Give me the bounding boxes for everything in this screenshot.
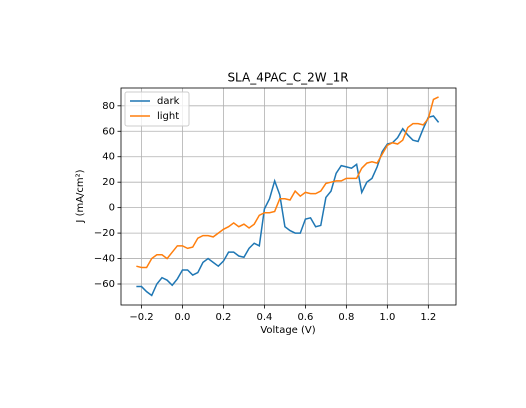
x-tick-label: 0.0 bbox=[175, 312, 191, 323]
y-tick-label: 0 bbox=[109, 203, 115, 214]
x-tick-label: 1.0 bbox=[379, 312, 395, 323]
y-tick-label: −20 bbox=[94, 228, 115, 239]
x-tick-label: 0.6 bbox=[297, 312, 313, 323]
legend-label: dark bbox=[157, 96, 180, 107]
y-tick-label: 60 bbox=[102, 126, 115, 137]
series-line bbox=[136, 96, 439, 269]
legend: dark light bbox=[124, 91, 190, 127]
plot bbox=[136, 96, 440, 297]
x-tick-label: −0.2 bbox=[129, 312, 153, 323]
y-axis-label: J (mA/cm²) bbox=[75, 169, 86, 223]
x-tick-label: 0.4 bbox=[256, 312, 272, 323]
legend-label: light bbox=[157, 111, 179, 122]
y-tick-label: −60 bbox=[94, 279, 115, 290]
series-line bbox=[136, 115, 440, 297]
axes: −0.2 0.0 0.2 0.4 0.6 0.8 1.0 1.2 −60 −40 −20 0 20 40 6… bbox=[94, 87, 457, 323]
y-tick-label: −40 bbox=[94, 254, 115, 265]
x-tick-label: 0.2 bbox=[215, 312, 231, 323]
chart-title: SLA_4PAC_C_2W_1R bbox=[227, 71, 348, 85]
y-tick-label: 80 bbox=[102, 101, 115, 112]
x-tick-label: 0.8 bbox=[338, 312, 354, 323]
x-axis-label: Voltage (V) bbox=[260, 325, 315, 336]
y-tick-label: 40 bbox=[102, 152, 115, 163]
plot-frame bbox=[120, 87, 457, 306]
x-tick-label: 1.2 bbox=[420, 312, 436, 323]
grid bbox=[121, 88, 456, 305]
y-tick-label: 20 bbox=[102, 177, 115, 188]
